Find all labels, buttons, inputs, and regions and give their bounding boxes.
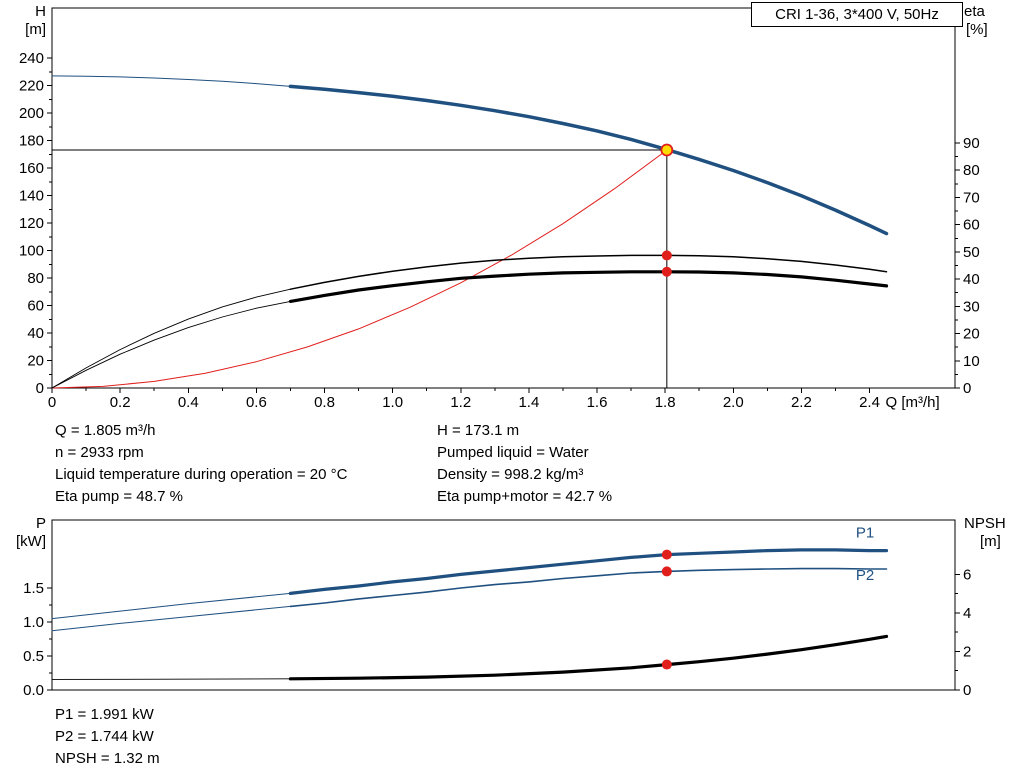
eta-pump-motor-curve-lead <box>51 300 291 389</box>
tick-label: 50 <box>963 244 980 261</box>
npsh-curve-lead <box>51 678 291 680</box>
tick-label: 160 <box>19 160 44 177</box>
tick-label: 200 <box>19 105 44 122</box>
tick-label: 0 <box>963 682 971 699</box>
info-line-liquid: Pumped liquid = Water <box>437 444 589 461</box>
info-line-p1: P1 = 1.991 kW <box>55 706 154 723</box>
npsh-point <box>661 659 672 670</box>
tick-label: 60 <box>963 217 980 234</box>
tick-label: 4 <box>963 605 971 622</box>
tick-label: 1.4 <box>518 394 539 411</box>
p1-label: P1 <box>856 525 874 542</box>
p1-curve-lead <box>51 592 291 620</box>
y-right-axis-title: eta <box>964 3 986 20</box>
tick-label: 180 <box>19 133 44 150</box>
tick-label: 0.0 <box>23 682 44 699</box>
info-line-p2: P2 = 1.744 kW <box>55 728 154 745</box>
y-left-axis-unit: [m] <box>25 21 46 38</box>
tick-label: 140 <box>19 188 44 205</box>
tick-label: 1.5 <box>23 580 44 597</box>
info-line-npsh: NPSH = 1.32 m <box>55 750 160 767</box>
tick-label: 30 <box>963 298 980 315</box>
tick-label: 1.0 <box>23 614 44 631</box>
hq-curve <box>288 84 889 236</box>
power-info: P1 = 1.991 kW P2 = 1.744 kW NPSH = 1.32 … <box>55 704 160 770</box>
tick-label: 240 <box>19 50 44 67</box>
tick-label: 80 <box>963 162 980 179</box>
duty-info-left: Q = 1.805 m³/h n = 2933 rpm Liquid tempe… <box>55 420 347 508</box>
info-line-eta-pump-motor: Eta pump+motor = 42.7 % <box>437 488 613 505</box>
tick-label: 70 <box>963 189 980 206</box>
info-line-density: Density = 998.2 kg/m³ <box>437 466 584 483</box>
x-axis-title: Q [m³/h] <box>886 394 940 411</box>
tick-label: 20 <box>27 353 44 370</box>
p1-curve <box>288 548 889 595</box>
info-line-speed: n = 2933 rpm <box>55 444 144 461</box>
info-line-eta-pump: Eta pump = 48.7 % <box>55 488 183 505</box>
tick-label: 0 <box>48 394 56 411</box>
duty-info-right: H = 173.1 m Pumped liquid = Water Densit… <box>437 420 612 508</box>
plot-border <box>51 7 956 389</box>
eta-pump-motor-curve <box>288 270 889 303</box>
tick-label: 2.0 <box>723 394 744 411</box>
tick-label: 1.0 <box>382 394 403 411</box>
system-curve <box>51 149 668 389</box>
tick-label: 90 <box>963 135 980 152</box>
tick-label: 220 <box>19 78 44 95</box>
tick-label: 2 <box>963 643 971 660</box>
tick-label: 1.8 <box>655 394 676 411</box>
p2-curve <box>289 567 888 608</box>
tick-label: 20 <box>963 326 980 343</box>
tick-label: 2.2 <box>791 394 812 411</box>
y-right-axis-unit: [m] <box>980 533 1001 550</box>
duty-point <box>660 143 674 157</box>
tick-label: 6 <box>963 566 971 583</box>
tick-label: 0.8 <box>314 394 335 411</box>
y-right-axis-unit: [%] <box>966 21 988 38</box>
tick-label: 0.6 <box>246 394 267 411</box>
tick-label: 2.4 <box>859 394 880 411</box>
y-left-axis-title: H <box>35 3 46 20</box>
tick-label: 0.2 <box>110 394 131 411</box>
y-left-axis-unit: [kW] <box>16 533 46 550</box>
chart-bottom: 0.0 0.5 1.0 1.5 0 2 4 6 P1 P2 P[kW] NPSH[m] <box>16 515 1006 699</box>
tick-label: 120 <box>19 215 44 232</box>
tick-label: 60 <box>27 298 44 315</box>
tick-label: 1.6 <box>587 394 608 411</box>
hq-curve-lead <box>51 75 291 87</box>
y-left-axis-title: P <box>36 515 46 532</box>
p2-point <box>661 566 672 577</box>
p1-point <box>661 549 672 560</box>
info-line-temperature: Liquid temperature during operation = 20… <box>55 466 348 483</box>
chart-top: 0 0.2 0.4 0.6 0.8 1.0 1.2 1.4 1.6 1.8 2.0 2.2 2.4 0 20… <box>19 3 988 411</box>
pump-title-box: CRI 1-36, 3*400 V, 50Hz <box>751 2 963 27</box>
npsh-curve <box>288 634 889 681</box>
p2-label: P2 <box>856 567 874 584</box>
tick-label: 40 <box>27 325 44 342</box>
tick-label: 0.4 <box>178 394 199 411</box>
plot-border <box>51 519 956 691</box>
eta-pump-motor-point <box>661 266 672 277</box>
tick-label: 100 <box>19 243 44 260</box>
eta-pump-curve <box>289 254 888 290</box>
tick-label: 10 <box>963 353 980 370</box>
tick-label: 0 <box>963 380 971 397</box>
eta-pump-curve-lead <box>51 288 291 389</box>
eta-pump-point <box>661 250 672 261</box>
info-line-h: H = 173.1 m <box>437 422 520 439</box>
y-right-axis-title: NPSH <box>964 515 1006 532</box>
info-line-q: Q = 1.805 m³/h <box>55 422 156 439</box>
tick-label: 0.5 <box>23 648 44 665</box>
tick-label: 0 <box>36 380 44 397</box>
p2-curve-lead <box>51 605 291 632</box>
tick-label: 80 <box>27 270 44 287</box>
tick-label: 40 <box>963 271 980 288</box>
tick-label: 1.2 <box>450 394 471 411</box>
